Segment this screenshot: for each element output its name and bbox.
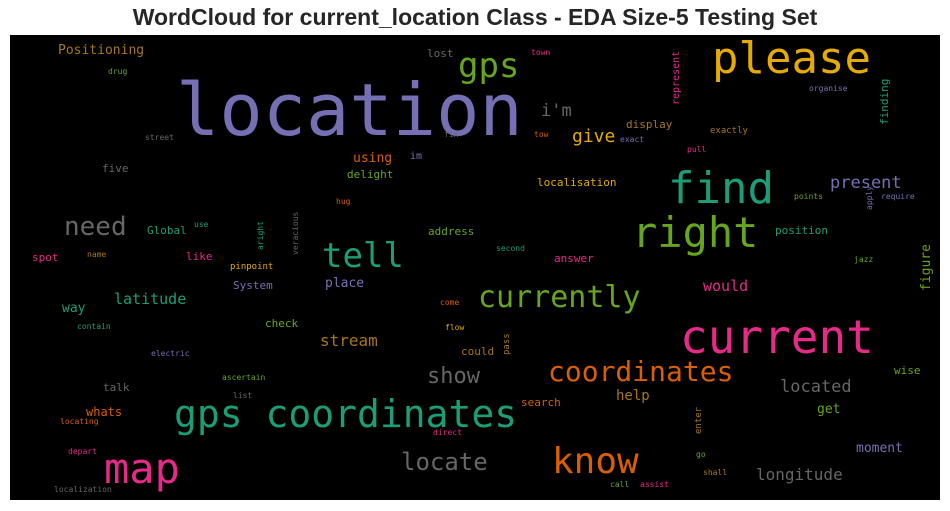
- word-check: check: [265, 317, 298, 330]
- word-name: name: [87, 250, 106, 259]
- word-like: like: [186, 250, 213, 263]
- word-positioning: Positioning: [58, 43, 144, 58]
- word-right: right: [632, 208, 758, 257]
- word-hug: hug: [336, 197, 351, 206]
- word-call: call: [610, 480, 629, 489]
- word-localization: localization: [54, 485, 112, 494]
- word-aright: aright: [256, 221, 265, 250]
- word-answer: answer: [554, 252, 594, 265]
- word-figure: figure: [919, 244, 934, 291]
- word-localisation: localisation: [537, 176, 616, 189]
- word-come: come: [440, 298, 459, 307]
- word-longitude: longitude: [756, 465, 843, 484]
- word-pull: pull: [687, 145, 706, 154]
- word-im: im: [410, 151, 422, 162]
- word-require: require: [881, 192, 915, 201]
- word-pass: pass: [502, 333, 512, 355]
- word-please: please: [712, 35, 871, 84]
- word-contain: contain: [77, 322, 111, 331]
- word-show: show: [427, 364, 481, 389]
- word-depart: depart: [68, 447, 97, 456]
- word-tell: tell: [322, 236, 404, 276]
- word-represent: represent: [671, 51, 682, 105]
- word-organise: organise: [809, 84, 848, 93]
- word-current: current: [680, 310, 874, 364]
- word-electric: electric: [151, 349, 190, 358]
- word-way: way: [62, 301, 86, 316]
- word-shall: shall: [703, 468, 727, 477]
- word-direct: direct: [433, 428, 462, 437]
- word-finding: finding: [878, 79, 891, 125]
- word-go: go: [696, 450, 706, 459]
- word-veracious: veracious: [291, 211, 300, 255]
- word-tow: tow: [534, 130, 549, 139]
- chart-title: WordCloud for current_location Class - E…: [132, 4, 818, 30]
- word-using: using: [353, 151, 392, 166]
- word-five: five: [102, 162, 129, 175]
- word-apply: apply: [865, 186, 874, 210]
- word-help: help: [616, 388, 650, 404]
- word-wise: wise: [894, 364, 921, 377]
- word-ascertain: ascertain: [222, 373, 266, 382]
- word-exactly: exactly: [710, 126, 749, 136]
- word-street: street: [145, 133, 174, 142]
- word-know: know: [552, 441, 639, 482]
- word-map: map: [104, 444, 180, 493]
- word-moment: moment: [856, 441, 903, 456]
- word-spot: spot: [32, 251, 59, 264]
- word-stream: stream: [320, 331, 378, 350]
- word-second: second: [496, 244, 525, 253]
- word-exact: exact: [620, 135, 644, 144]
- word-whats: whats: [86, 405, 122, 419]
- word-drug: drug: [108, 67, 127, 76]
- word-latitude: latitude: [114, 290, 186, 308]
- word-use: use: [194, 220, 209, 229]
- word-gps: gps: [458, 46, 519, 86]
- word-search: search: [521, 396, 561, 409]
- word-location: location: [176, 68, 523, 152]
- word-get: get: [817, 402, 840, 417]
- word-points: points: [794, 192, 823, 201]
- word-global: Global: [147, 224, 187, 237]
- word-town: town: [531, 48, 550, 57]
- word-display: display: [626, 118, 673, 131]
- word-currently: currently: [478, 280, 641, 315]
- word-system: System: [233, 279, 273, 292]
- word-could: could: [461, 345, 494, 358]
- word-enter: enter: [694, 406, 704, 434]
- word-position: position: [775, 224, 828, 237]
- word-delight: delight: [347, 168, 393, 181]
- word-gps-coordinates: gps coordinates: [174, 392, 517, 436]
- word-need: need: [64, 212, 127, 242]
- word-give: give: [572, 126, 615, 147]
- word-jazz: jazz: [854, 255, 873, 264]
- word-would: would: [703, 277, 748, 295]
- word-list: list: [233, 391, 252, 400]
- word-flow: flow: [445, 323, 464, 332]
- word-located: located: [780, 377, 852, 397]
- word-find: find: [668, 163, 774, 214]
- word-place: place: [325, 276, 364, 291]
- word-lost: lost: [427, 47, 454, 60]
- word-talk: talk: [103, 381, 130, 394]
- word-present: present: [830, 173, 902, 193]
- word-address: address: [428, 225, 474, 238]
- word-coordinates: coordinates: [548, 355, 733, 388]
- word-locate: locate: [401, 448, 488, 476]
- word-assist: assist: [640, 480, 669, 489]
- word-locating: locating: [60, 417, 99, 426]
- word-i-m: i'm: [541, 101, 572, 121]
- word-pinpoint: pinpoint: [230, 262, 273, 272]
- word-fix: fix: [444, 130, 459, 139]
